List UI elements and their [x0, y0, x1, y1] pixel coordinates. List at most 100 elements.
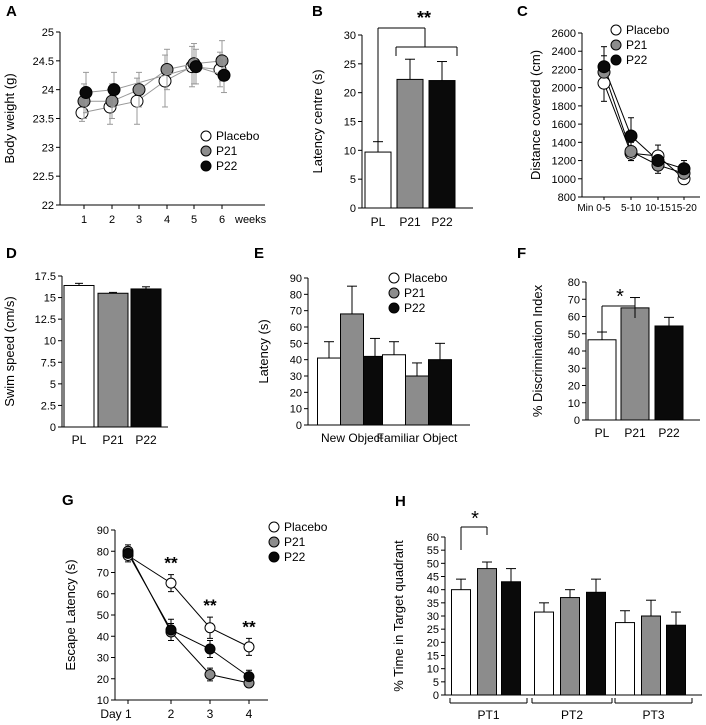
y-tick-label: 50 — [290, 338, 302, 350]
y-tick-label: 17.5 — [35, 271, 56, 283]
bar — [364, 151, 392, 209]
y-tick-label: 40 — [290, 355, 302, 367]
y-tick-label: 5 — [350, 174, 356, 186]
data-point — [204, 669, 216, 680]
series-line-2 — [603, 66, 685, 170]
bar — [587, 339, 617, 421]
bar — [428, 359, 452, 426]
y-axis-label: % Discrimination Index — [530, 284, 545, 417]
legend-marker-2 — [268, 551, 280, 563]
bar — [63, 284, 95, 428]
data-point — [165, 577, 177, 589]
data-point — [243, 671, 255, 683]
legend-marker-1 — [200, 145, 212, 157]
y-tick-label: 10 — [44, 336, 56, 348]
legend-label: P22 — [626, 53, 648, 67]
y-tick-label: 25 — [427, 624, 439, 636]
legend-marker-1 — [388, 287, 400, 299]
y-tick-label: 800 — [558, 192, 576, 204]
bar — [451, 589, 471, 696]
legend-marker-0 — [268, 521, 280, 533]
x-tick-label: 3 — [207, 707, 214, 721]
series-line-2 — [85, 66, 225, 94]
series-line-0 — [81, 66, 221, 114]
data-point — [204, 643, 216, 655]
x-axis-label: weeks — [234, 214, 267, 226]
y-tick-label: 5 — [433, 677, 439, 689]
y-tick-label: 50 — [97, 610, 109, 622]
x-tick-label: 5 — [191, 214, 197, 226]
bar — [620, 307, 650, 421]
x-tick-label: 5-10 — [621, 203, 641, 214]
y-tick-label: 70 — [290, 306, 302, 318]
significance-marker: ** — [203, 596, 217, 615]
y-tick-label: 60 — [290, 322, 302, 334]
y-tick-label: 20 — [344, 88, 356, 100]
data-point — [189, 60, 203, 74]
y-tick-label: 60 — [568, 312, 580, 324]
significance-marker: ** — [164, 554, 178, 573]
y-tick-label: 70 — [568, 294, 580, 306]
x-tick-label: PT1 — [477, 708, 499, 722]
data-point — [215, 54, 229, 68]
data-point — [677, 162, 691, 176]
y-tick-label: 1200 — [552, 156, 576, 168]
data-point — [243, 641, 255, 653]
significance-marker: ** — [242, 617, 256, 636]
y-tick-label: 80 — [97, 546, 109, 558]
y-tick-label: 2000 — [552, 83, 576, 95]
data-point — [624, 129, 638, 143]
legend-label: Placebo — [216, 129, 260, 143]
y-tick-label: 50 — [427, 558, 439, 570]
y-tick-label: 80 — [568, 277, 580, 289]
y-tick-label: 1000 — [552, 174, 576, 186]
panel-f-chart: 0 10 20 30 40 50 60 70 80 % Discrimination Index P… — [530, 277, 700, 440]
series-line-1 — [603, 72, 685, 174]
y-tick-label: 12.5 — [35, 314, 56, 326]
y-tick-label: 10 — [290, 404, 302, 416]
legend-label: Placebo — [626, 23, 670, 37]
y-tick-label: 22 — [42, 200, 54, 212]
y-axis-label: Distance covered (cm) — [528, 50, 543, 180]
y-tick-label: 20 — [568, 381, 580, 393]
y-tick-label: 30 — [427, 611, 439, 623]
legend-marker-2 — [388, 302, 400, 314]
y-tick-label: 1400 — [552, 137, 576, 149]
panel-letter-b: B — [312, 3, 323, 20]
x-tick-label: 2 — [168, 707, 175, 721]
x-tick-label: 15-20 — [671, 203, 697, 214]
x-tick-label: 1 — [81, 214, 87, 226]
legend-label: Placebo — [404, 271, 448, 285]
data-point — [597, 60, 611, 74]
x-tick-label: Day 1 — [100, 707, 132, 721]
y-tick-label: 10 — [344, 145, 356, 157]
y-tick-label: 15 — [344, 117, 356, 129]
y-tick-label: 2200 — [552, 64, 576, 76]
y-tick-label: 7.5 — [41, 357, 56, 369]
y-tick-label: 2600 — [552, 28, 576, 40]
x-tick-label: 4 — [246, 707, 253, 721]
series-line-2 — [127, 553, 250, 678]
y-tick-label: 0 — [433, 690, 439, 702]
y-tick-label: 22.5 — [33, 171, 54, 183]
legend-label: P21 — [404, 286, 426, 300]
bar — [396, 78, 424, 209]
y-axis-label: Latency (s) — [256, 319, 271, 383]
x-tick-label: P22 — [431, 215, 453, 229]
y-tick-label: 45 — [427, 572, 439, 584]
panel-e-chart: 0 10 20 30 40 50 60 70 80 90 Latency (s) New Object… — [256, 271, 470, 445]
data-point — [651, 154, 665, 168]
legend-label: P21 — [626, 38, 648, 52]
y-tick-label: 30 — [290, 371, 302, 383]
y-tick-label: 2400 — [552, 46, 576, 58]
y-tick-label: 10 — [568, 398, 580, 410]
y-tick-label: 55 — [427, 545, 439, 557]
panel-letter-h: H — [395, 493, 406, 510]
bar — [586, 591, 606, 696]
panel-letter-a: A — [6, 3, 17, 20]
y-tick-label: 30 — [97, 653, 109, 665]
panel-letter-f: F — [517, 245, 526, 262]
